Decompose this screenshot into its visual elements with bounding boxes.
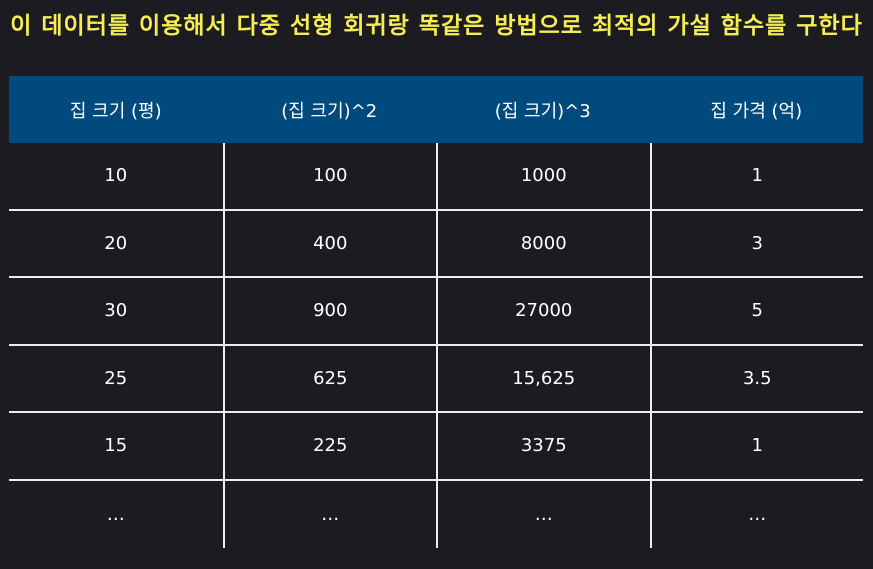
table-cell: 15,625 bbox=[436, 345, 650, 411]
table-cell: 25 bbox=[104, 367, 128, 389]
table-cell: 10 bbox=[104, 165, 128, 187]
table-cell: 3375 bbox=[436, 413, 650, 479]
table-cell: 20 bbox=[104, 232, 128, 254]
table-row: 20 400 8000 3 bbox=[9, 210, 864, 278]
table-cell: 400 bbox=[222, 210, 437, 276]
header-house-size-cubed: (집 크기)^3 bbox=[494, 100, 591, 122]
table-cell: 3 bbox=[649, 210, 864, 276]
table-cell: 100 bbox=[222, 143, 437, 209]
table-cell: 1000 bbox=[436, 143, 650, 209]
table-cell: 1 bbox=[649, 413, 864, 479]
table-row: … … … … bbox=[9, 480, 864, 548]
table-cell: … bbox=[222, 480, 437, 548]
table-row: 30 900 27000 5 bbox=[9, 278, 863, 346]
header-house-size-squared: (집 크기)^2 bbox=[281, 100, 378, 122]
table-cell: 30 bbox=[104, 300, 128, 322]
table-cell: 5 bbox=[649, 278, 864, 344]
table-cell: … bbox=[106, 503, 125, 525]
table-cell: 225 bbox=[222, 413, 437, 479]
table-cell: … bbox=[649, 480, 864, 548]
table-cell: 3.5 bbox=[649, 345, 864, 411]
table-cell: … bbox=[436, 480, 650, 548]
slide-title: 이 데이터를 이용해서 다중 선형 회귀랑 똑같은 방법으로 최적의 가설 함수… bbox=[10, 13, 863, 39]
header-house-price: 집 가격 (억) bbox=[710, 100, 803, 122]
table-row: 10 100 1000 1 bbox=[9, 143, 863, 211]
table-cell: 8000 bbox=[436, 210, 650, 276]
table-header: 집 크기 (평) (집 크기)^2 (집 크기)^3 집 가격 (억) bbox=[9, 76, 863, 143]
table-cell: 625 bbox=[222, 345, 437, 411]
header-house-size: 집 크기 (평) bbox=[69, 100, 162, 122]
table-cell: 27000 bbox=[436, 278, 650, 344]
table-cell: 15 bbox=[104, 435, 128, 457]
table-row: 25 625 15,625 3.5 bbox=[9, 345, 864, 413]
table-row: 15 225 3375 1 bbox=[9, 413, 863, 481]
table-cell: 1 bbox=[649, 143, 864, 209]
data-table: 집 크기 (평) (집 크기)^2 (집 크기)^3 집 가격 (억) 10 1… bbox=[9, 76, 863, 548]
table-cell: 900 bbox=[222, 278, 437, 344]
